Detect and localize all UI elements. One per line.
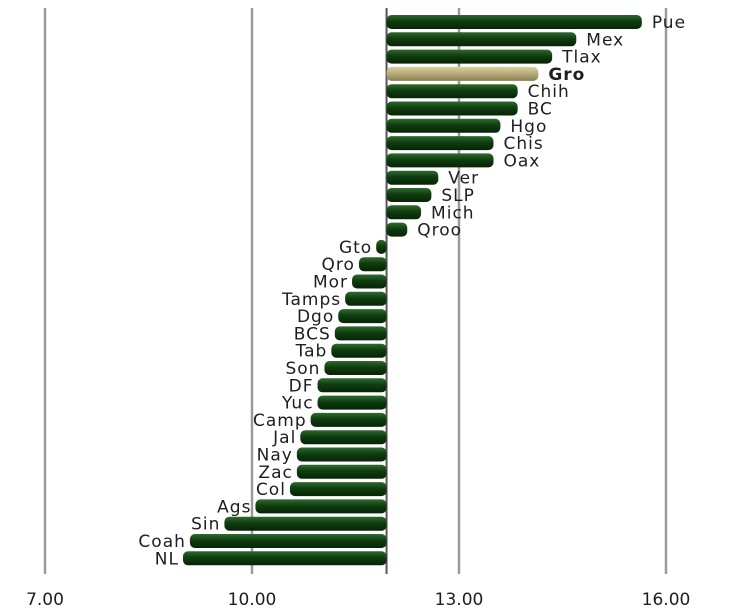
bar-nl: [183, 551, 387, 566]
x-tick-label: 10.00: [228, 590, 277, 610]
bars: [183, 15, 642, 566]
bar-sin: [224, 516, 387, 531]
category-label-slp: SLP: [441, 186, 475, 206]
category-label-son: Son: [285, 359, 320, 379]
bar-qro: [358, 257, 387, 272]
bar-pue: [386, 15, 642, 29]
bar-nay: [296, 447, 387, 462]
bar-ver: [386, 170, 439, 185]
category-label-df: DF: [289, 376, 314, 396]
bar-yuc: [317, 395, 387, 410]
bar-oax: [386, 153, 494, 168]
bar-ags: [255, 499, 387, 514]
category-labels: PueMexTlaxGroChihBCHgoChisOaxVerSLPMichQ…: [138, 13, 686, 569]
category-label-dgo: Dgo: [297, 307, 334, 327]
bar-dgo: [338, 309, 387, 324]
category-label-chih: Chih: [528, 82, 570, 102]
category-label-yuc: Yuc: [281, 394, 314, 414]
category-label-mex: Mex: [586, 30, 624, 50]
bar-col: [289, 482, 387, 497]
x-tick-label: 7.00: [26, 590, 64, 610]
category-label-tab: Tab: [295, 342, 328, 362]
category-label-col: Col: [256, 480, 286, 500]
category-label-bc: BC: [528, 100, 553, 120]
category-label-sin: Sin: [191, 515, 220, 535]
bar-qroo: [386, 222, 408, 237]
x-tick-label: 13.00: [435, 590, 484, 610]
bar-coah: [189, 534, 387, 548]
bar-df: [317, 378, 387, 393]
x-tick-label: 16.00: [642, 590, 691, 610]
bar-bc: [386, 101, 518, 116]
category-label-qro: Qro: [322, 255, 355, 275]
category-label-zac: Zac: [258, 463, 292, 483]
category-label-gto: Gto: [339, 238, 372, 258]
bar-tab: [331, 343, 387, 358]
category-label-pue: Pue: [652, 13, 686, 33]
bar-mex: [386, 32, 577, 47]
bar-mor: [352, 274, 387, 289]
category-label-oax: Oax: [504, 151, 541, 171]
bar-chis: [386, 136, 494, 151]
category-label-camp: Camp: [253, 411, 307, 431]
category-label-tamps: Tamps: [281, 290, 341, 310]
category-label-tlax: Tlax: [561, 48, 602, 68]
category-label-chis: Chis: [504, 134, 544, 154]
x-axis-ticks: 7.00 10.00 13.00 16.00: [26, 590, 690, 610]
category-label-nl: NL: [155, 549, 179, 569]
bar-gro: [386, 66, 539, 81]
category-label-qroo: Qroo: [417, 221, 462, 241]
bar-tamps: [345, 291, 387, 306]
bar-tlax: [386, 49, 553, 64]
bar-zac: [296, 464, 387, 479]
bar-slp: [386, 188, 432, 202]
category-label-bcs: BCS: [294, 324, 331, 344]
category-label-jal: Jal: [272, 428, 296, 448]
category-label-mich: Mich: [431, 203, 475, 223]
category-label-gro: Gro: [548, 65, 585, 85]
category-label-nay: Nay: [257, 446, 293, 466]
category-label-coah: Coah: [138, 532, 185, 552]
bar-son: [324, 361, 387, 375]
bar-chih: [386, 84, 518, 99]
category-label-ags: Ags: [217, 497, 251, 517]
bar-hgo: [386, 118, 501, 133]
category-label-hgo: Hgo: [510, 117, 547, 137]
bar-jal: [300, 430, 387, 445]
category-label-mor: Mor: [313, 273, 348, 293]
bar-bcs: [334, 326, 387, 341]
bar-camp: [310, 412, 387, 427]
category-label-ver: Ver: [448, 169, 479, 189]
bar-mich: [386, 205, 422, 220]
bar-gto: [376, 239, 387, 254]
